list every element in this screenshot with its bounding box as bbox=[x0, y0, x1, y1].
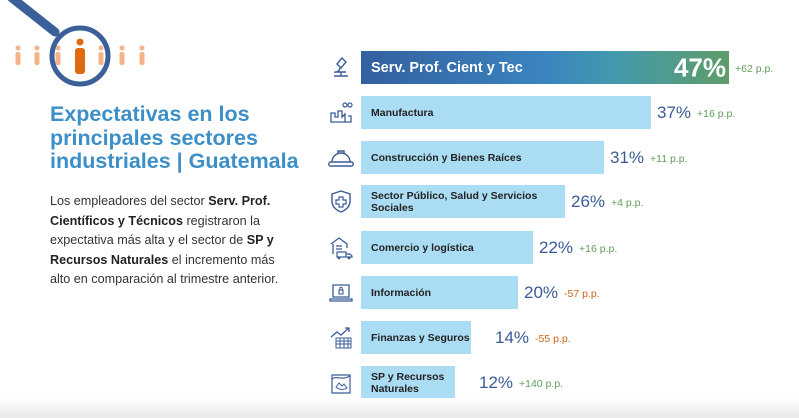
change-label: -55 p.p. bbox=[535, 332, 571, 345]
shield-health-icon bbox=[328, 188, 354, 214]
nature-landscape-icon bbox=[328, 369, 354, 395]
bar-category-label: Manufactura bbox=[371, 106, 434, 119]
magnifier-people-icon bbox=[7, 0, 145, 87]
change-label: +16 p.p. bbox=[697, 107, 736, 120]
value-label: 47% bbox=[673, 52, 726, 82]
bar: Manufactura bbox=[361, 96, 651, 129]
bar-category-label: Sector Público, Salud y Servicios Social… bbox=[371, 189, 538, 214]
chart-row: SP y Recursos Naturales 12% +140 p.p. bbox=[0, 366, 799, 399]
bar: Construcción y Bienes Raíces bbox=[361, 141, 604, 174]
hero-illustration bbox=[0, 0, 160, 95]
description-highlight: Serv. Prof. Científicos y Técnicos bbox=[50, 194, 271, 228]
bar-category-label: Comercio y logística bbox=[371, 241, 474, 254]
bar: Sector Público, Salud y Servicios Social… bbox=[361, 185, 565, 218]
value-label: 12% bbox=[479, 372, 514, 392]
warehouse-truck-icon bbox=[328, 234, 354, 260]
chart-row: Finanzas y Seguros 14% -55 p.p. bbox=[0, 321, 799, 354]
description: Los empleadores del sector Serv. Prof. C… bbox=[50, 192, 295, 290]
bottom-shadow bbox=[0, 398, 799, 418]
chart-row: Construcción y Bienes Raíces 31% +11 p.p. bbox=[0, 141, 799, 174]
bar: Serv. Prof. Cient y Tec 47% bbox=[361, 51, 729, 84]
page-title: Expectativas en los principales sectores… bbox=[50, 102, 299, 173]
chart-row: Serv. Prof. Cient y Tec 47% +62 p.p. bbox=[0, 51, 799, 84]
change-label: +62 p.p. bbox=[735, 62, 774, 75]
finance-chart-icon bbox=[328, 324, 354, 350]
bar-category-label: Información bbox=[371, 286, 432, 299]
description-text: Los empleadores del sector bbox=[50, 194, 209, 208]
chart-row: Comercio y logística 22% +16 p.p. bbox=[0, 231, 799, 264]
bar: Comercio y logística bbox=[361, 231, 533, 264]
change-label: +11 p.p. bbox=[650, 152, 688, 165]
bar-category-label: SP y Recursos Naturales bbox=[371, 370, 445, 395]
change-label: +16 p.p. bbox=[579, 242, 618, 255]
change-label: +140 p.p. bbox=[519, 377, 564, 390]
value-label: 26% bbox=[571, 191, 606, 211]
value-label: 37% bbox=[657, 102, 692, 122]
description-text: registraron la expectativa más alta y el… bbox=[50, 213, 260, 248]
bar: SP y Recursos Naturales bbox=[361, 366, 455, 399]
chart-row: Manufactura 37% +16 p.p. bbox=[0, 96, 799, 129]
hard-hat-icon bbox=[328, 144, 354, 170]
bar-category-label: Serv. Prof. Cient y Tec bbox=[371, 59, 523, 76]
bar: Información bbox=[361, 276, 518, 309]
bar-category-label: Construcción y Bienes Raíces bbox=[371, 151, 522, 164]
value-label: 14% bbox=[495, 327, 530, 347]
value-label: 31% bbox=[610, 147, 645, 167]
description-text: el incremento más alto en comparación al… bbox=[50, 252, 279, 287]
value-label: 22% bbox=[539, 237, 574, 257]
value-label: 20% bbox=[524, 282, 559, 302]
factory-icon bbox=[328, 99, 354, 125]
change-label: +4 p.p. bbox=[611, 196, 644, 209]
bar-category-label: Finanzas y Seguros bbox=[371, 331, 470, 344]
description-highlight: SP y Recursos Naturales bbox=[50, 233, 274, 267]
chart-row: Sector Público, Salud y Servicios Social… bbox=[0, 185, 799, 218]
chart-row: Información 20% -57 p.p. bbox=[0, 276, 799, 309]
change-label: -57 p.p. bbox=[564, 287, 600, 300]
microscope-icon bbox=[328, 54, 354, 80]
bar: Finanzas y Seguros bbox=[361, 321, 471, 354]
laptop-lock-icon bbox=[328, 279, 354, 305]
